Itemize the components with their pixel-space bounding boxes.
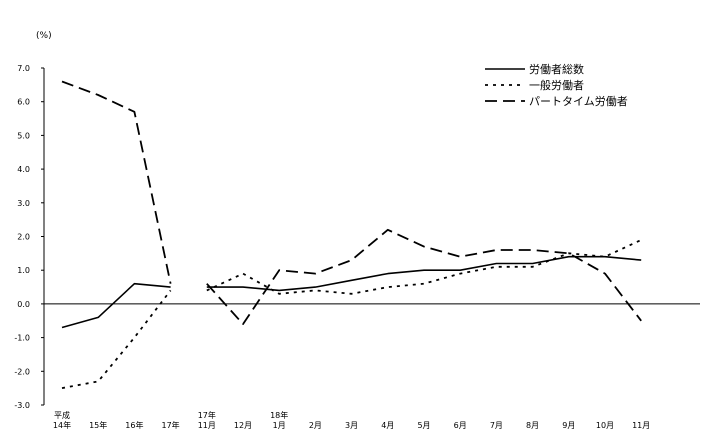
y-tick-label: 7.0 [17, 64, 30, 73]
y-tick-label: -2.0 [14, 367, 30, 376]
axis-layer: 7.0 6.0 5.0 4.0 3.0 2.0 1.0 0.0 -1.0 -2.0 -3.0 平成14… [14, 64, 700, 430]
x-tick-label: 1月 [273, 421, 286, 430]
y-tick-label: 6.0 [17, 98, 30, 107]
x-tick-label: 11月 [198, 421, 216, 430]
y-tick-label: 2.0 [17, 233, 30, 242]
y-tick-label: -3.0 [14, 401, 30, 410]
x-tick-label: 10月 [596, 421, 614, 430]
series-3 [61, 80, 642, 326]
series-line [61, 289, 172, 389]
legend-label: 一般労働者 [529, 78, 584, 92]
y-tick-label: 4.0 [17, 165, 30, 174]
x-tick-label: 11月 [632, 421, 650, 430]
series-1 [61, 255, 642, 329]
y-tick-label: -1.0 [14, 334, 30, 343]
x-tick-label: 12月 [234, 421, 252, 430]
x-tick-label: 17年 [198, 410, 216, 420]
series-line [61, 282, 171, 329]
x-tick-label: 6月 [454, 421, 467, 430]
series-line [206, 228, 642, 326]
legend-label: 労働者総数 [529, 62, 584, 76]
x-tick-label: 4月 [381, 421, 394, 430]
y-tick-label: 0.0 [17, 300, 30, 309]
x-tick-label: 18年 [270, 410, 288, 420]
series-line [61, 80, 172, 284]
x-tick-label: 7月 [490, 421, 503, 430]
x-tick-label: 16年 [125, 420, 143, 430]
series-2 [61, 239, 642, 389]
series-line [206, 255, 642, 292]
x-tick-label: 平成 [54, 410, 70, 420]
x-tick-label: 15年 [89, 420, 107, 430]
legend-label: パートタイム労働者 [529, 94, 628, 108]
x-tick-label: 3月 [345, 421, 358, 430]
x-tick-label: 5月 [417, 421, 430, 430]
x-tick-label: 14年 [53, 420, 71, 430]
series-line [206, 239, 642, 295]
unit-label: (%) [36, 31, 52, 41]
x-tick-label: 2月 [309, 421, 322, 430]
y-tick-label: 3.0 [17, 199, 30, 208]
y-tick-label: 1.0 [17, 266, 30, 275]
x-tick-label: 8月 [526, 421, 539, 430]
x-tick-label: 17年 [162, 420, 180, 430]
y-tick-label: 5.0 [17, 131, 30, 140]
series-layer [61, 80, 642, 389]
x-tick-label: 9月 [562, 421, 575, 430]
